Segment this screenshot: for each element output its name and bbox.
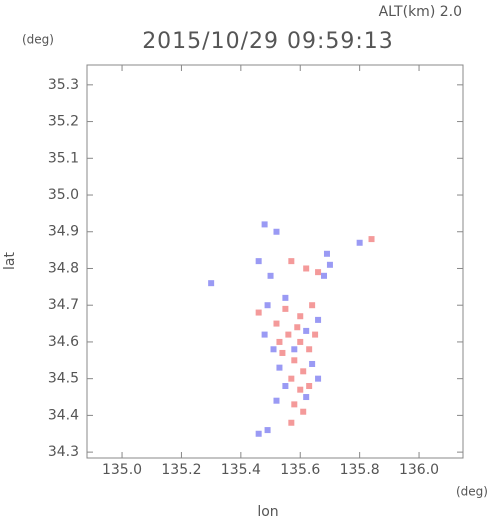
point: [288, 258, 295, 265]
y-tick-label: 34.4: [48, 407, 79, 423]
point: [264, 302, 271, 309]
point: [255, 258, 262, 265]
y-tick-label: 34.7: [48, 297, 79, 313]
point: [288, 375, 295, 382]
point: [315, 269, 322, 276]
x-tick-label: 135.4: [221, 462, 261, 478]
point: [264, 427, 271, 434]
y-unit: (deg): [22, 33, 54, 47]
point: [368, 236, 375, 243]
chart-subtitle: ALT(km) 2.0: [379, 4, 462, 20]
point: [288, 419, 295, 426]
point: [303, 327, 310, 334]
x-tick-label: 135.8: [340, 462, 380, 478]
point: [315, 316, 322, 323]
x-unit: (deg): [456, 485, 488, 499]
point: [312, 331, 319, 338]
point: [276, 338, 283, 345]
point: [270, 346, 277, 353]
point: [291, 357, 298, 364]
point: [297, 338, 304, 345]
y-tick-label: 35.2: [48, 114, 79, 130]
x-tick-label: 135.2: [161, 462, 201, 478]
point: [279, 349, 286, 356]
point: [273, 397, 280, 404]
y-tick-label: 35.1: [48, 150, 79, 166]
point: [297, 386, 304, 393]
y-tick-label: 34.9: [48, 224, 79, 240]
point: [300, 368, 307, 375]
point: [282, 305, 289, 312]
point: [323, 250, 330, 257]
y-tick-label: 35.0: [48, 187, 79, 203]
point: [303, 394, 310, 401]
point: [291, 346, 298, 353]
point: [303, 265, 310, 272]
point: [326, 261, 333, 268]
point: [255, 309, 262, 316]
point: [321, 272, 328, 279]
point: [294, 324, 301, 331]
x-tick-label: 135.0: [102, 462, 142, 478]
y-tick-label: 35.3: [48, 77, 79, 93]
point: [297, 313, 304, 320]
x-tick-label: 135.6: [280, 462, 320, 478]
x-tick-label: 136.0: [399, 462, 439, 478]
point: [306, 383, 313, 390]
y-tick-label: 34.3: [48, 444, 79, 460]
y-tick-label: 34.8: [48, 260, 79, 276]
point: [273, 320, 280, 327]
x-axis-label: lon: [257, 504, 278, 520]
point: [273, 228, 280, 235]
point: [276, 364, 283, 371]
point: [208, 280, 215, 287]
point: [255, 430, 262, 437]
point: [282, 383, 289, 390]
point: [300, 408, 307, 415]
point: [282, 294, 289, 301]
y-axis-label: lat: [2, 252, 18, 270]
y-tick-label: 34.5: [48, 371, 79, 387]
point: [285, 331, 292, 338]
point: [267, 272, 274, 279]
point: [306, 346, 313, 353]
y-tick-label: 34.6: [48, 334, 79, 350]
point: [309, 302, 316, 309]
point: [315, 375, 322, 382]
chart-title: 2015/10/29 09:59:13: [142, 29, 394, 54]
point: [309, 360, 316, 367]
point: [261, 331, 268, 338]
point: [356, 239, 363, 246]
point: [261, 221, 268, 228]
point: [291, 401, 298, 408]
plot-frame: [86, 64, 464, 459]
